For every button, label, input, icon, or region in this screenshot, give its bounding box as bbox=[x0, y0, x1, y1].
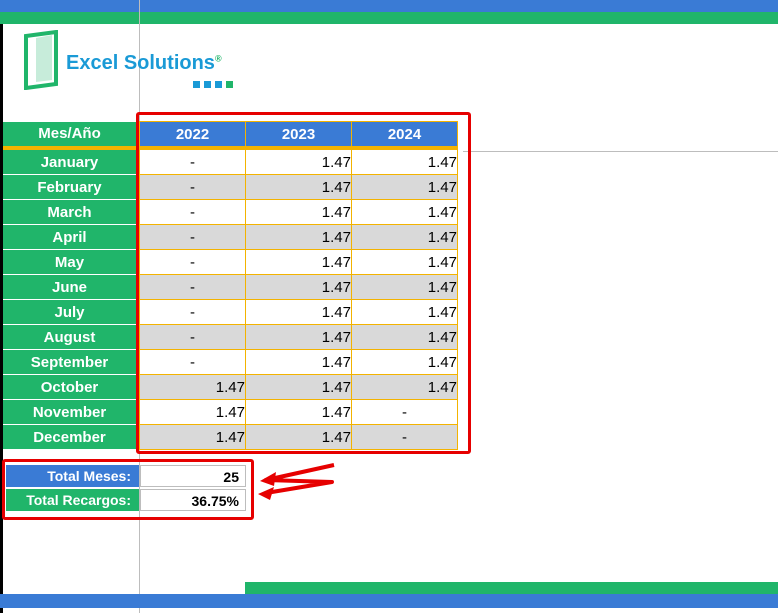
header-year[interactable]: 2022 bbox=[139, 121, 246, 150]
logo-dot bbox=[193, 81, 200, 88]
value-cell[interactable]: - bbox=[139, 274, 246, 300]
value-cell[interactable]: 1.47 bbox=[139, 424, 246, 450]
value-cell[interactable]: 1.47 bbox=[245, 374, 352, 400]
header-mes-ano[interactable]: Mes/Año bbox=[3, 121, 136, 150]
value-cell[interactable]: - bbox=[139, 324, 246, 350]
month-cell[interactable]: November bbox=[3, 399, 136, 425]
value-cell[interactable]: 1.47 bbox=[351, 174, 458, 200]
value-cell[interactable]: 1.47 bbox=[351, 147, 458, 175]
value-cell[interactable]: 1.47 bbox=[139, 374, 246, 400]
month-cell[interactable]: February bbox=[3, 174, 136, 200]
value-cell[interactable]: - bbox=[139, 147, 246, 175]
table-row: August -1.47 1.47 bbox=[3, 324, 458, 350]
month-cell[interactable]: April bbox=[3, 224, 136, 250]
row-gridline bbox=[463, 151, 778, 152]
table-row: December 1.47 1.47- bbox=[3, 424, 458, 450]
logo-icon bbox=[22, 29, 62, 95]
value-cell[interactable]: 1.47 bbox=[245, 324, 352, 350]
logo-dot bbox=[226, 81, 233, 88]
value-cell[interactable]: - bbox=[139, 224, 246, 250]
table-row: May -1.47 1.47 bbox=[3, 249, 458, 275]
total-recargos-label: Total Recargos: bbox=[6, 489, 139, 511]
value-cell[interactable]: - bbox=[139, 249, 246, 275]
value-cell[interactable]: - bbox=[139, 349, 246, 375]
value-cell[interactable]: 1.47 bbox=[245, 147, 352, 175]
value-cell[interactable]: 1.47 bbox=[351, 224, 458, 250]
value-cell[interactable]: 1.47 bbox=[351, 274, 458, 300]
value-cell[interactable]: 1.47 bbox=[139, 399, 246, 425]
total-recargos-value[interactable]: 36.75% bbox=[140, 489, 246, 511]
value-cell[interactable]: 1.47 bbox=[245, 249, 352, 275]
value-cell[interactable]: 1.47 bbox=[245, 174, 352, 200]
table-row: February -1.47 1.47 bbox=[3, 174, 458, 200]
value-cell[interactable]: 1.47 bbox=[245, 274, 352, 300]
month-cell[interactable]: October bbox=[3, 374, 136, 400]
logo-dot bbox=[215, 81, 222, 88]
bottom-blue-band bbox=[0, 594, 778, 608]
logo-text: Excel Solutions® bbox=[66, 52, 222, 75]
logo-dot bbox=[204, 81, 211, 88]
left-edge-line bbox=[0, 24, 3, 613]
value-cell[interactable]: 1.47 bbox=[351, 374, 458, 400]
highlight-box-totals bbox=[2, 459, 254, 520]
month-cell[interactable]: June bbox=[3, 274, 136, 300]
bottom-green-band bbox=[245, 582, 778, 594]
month-cell[interactable]: January bbox=[3, 148, 136, 175]
table-row: June -1.47 1.47 bbox=[3, 274, 458, 300]
top-blue-band bbox=[0, 0, 778, 12]
total-meses-label: Total Meses: bbox=[6, 465, 139, 487]
month-cell[interactable]: December bbox=[3, 424, 136, 450]
header-year[interactable]: 2024 bbox=[351, 121, 458, 150]
table-row: March -1.47 1.47 bbox=[3, 199, 458, 225]
top-green-band bbox=[0, 12, 778, 24]
value-cell[interactable]: 1.47 bbox=[351, 249, 458, 275]
month-cell[interactable]: July bbox=[3, 299, 136, 325]
value-cell[interactable]: 1.47 bbox=[351, 349, 458, 375]
value-cell[interactable]: 1.47 bbox=[245, 349, 352, 375]
highlight-box-years bbox=[136, 112, 471, 454]
arrow-annotation-icon bbox=[258, 463, 335, 500]
table-row: April -1.47 1.47 bbox=[3, 224, 458, 250]
monthly-table: Mes/Año 2022 2023 2024 January -1.47 1.47 F… bbox=[3, 121, 458, 450]
month-cell[interactable]: August bbox=[3, 324, 136, 350]
month-cell[interactable]: March bbox=[3, 199, 136, 225]
value-cell[interactable]: - bbox=[139, 199, 246, 225]
value-cell[interactable]: 1.47 bbox=[245, 399, 352, 425]
header-year[interactable]: 2023 bbox=[245, 121, 352, 150]
value-cell[interactable]: - bbox=[351, 424, 458, 450]
registered-mark: ® bbox=[214, 53, 222, 64]
value-cell[interactable]: 1.47 bbox=[245, 224, 352, 250]
value-cell[interactable]: 1.47 bbox=[245, 424, 352, 450]
table-row: September -1.47 1.47 bbox=[3, 349, 458, 375]
table-row: November 1.47 1.47- bbox=[3, 399, 458, 425]
month-cell[interactable]: May bbox=[3, 249, 136, 275]
value-cell[interactable]: - bbox=[139, 174, 246, 200]
logo-name: Excel Solutions bbox=[66, 52, 215, 74]
month-cell[interactable]: September bbox=[3, 349, 136, 375]
total-meses-value[interactable]: 25 bbox=[140, 465, 246, 487]
table-row: January -1.47 1.47 bbox=[3, 147, 458, 175]
table-row: October 1.47 1.47 1.47 bbox=[3, 374, 458, 400]
value-cell[interactable]: 1.47 bbox=[245, 199, 352, 225]
value-cell[interactable]: 1.47 bbox=[351, 324, 458, 350]
